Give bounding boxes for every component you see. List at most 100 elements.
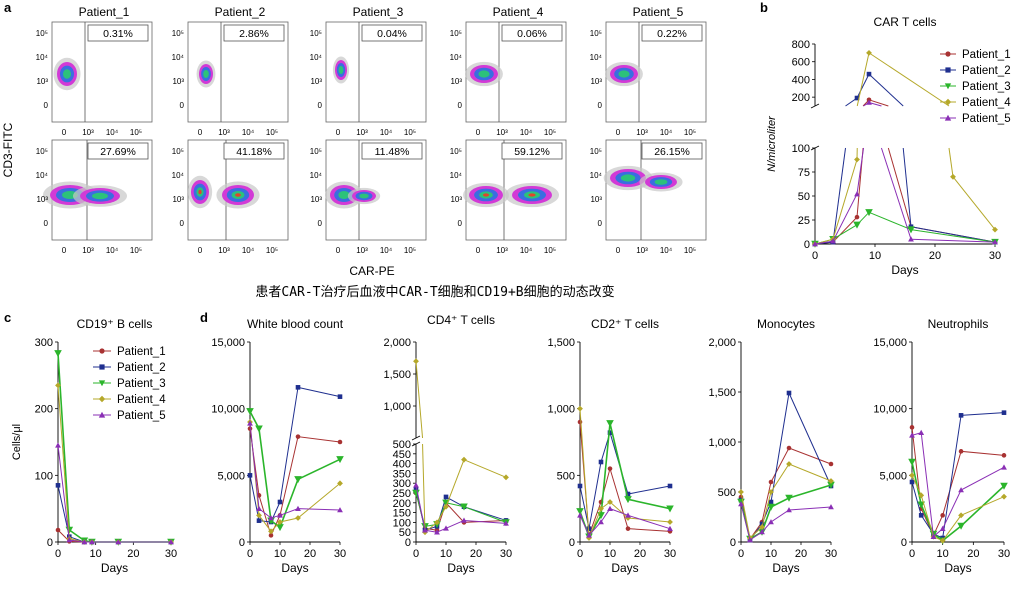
data-point bbox=[256, 518, 262, 523]
flow-density-core bbox=[359, 193, 369, 199]
y-tick-label: 400 bbox=[792, 74, 810, 86]
flow-x-tick-label: 10⁵ bbox=[544, 246, 556, 255]
data-point bbox=[866, 71, 872, 77]
x-tick-label: 0 bbox=[738, 548, 744, 560]
flow-x-tick-label: 0 bbox=[476, 128, 481, 137]
data-point bbox=[55, 382, 61, 389]
series-segment bbox=[868, 211, 912, 231]
data-point bbox=[667, 483, 673, 489]
y-tick-label: 350 bbox=[393, 468, 411, 480]
flow-x-tick-label: 10⁵ bbox=[544, 128, 556, 137]
data-point bbox=[577, 405, 583, 412]
flow-y-tick-label: 10⁵ bbox=[590, 29, 602, 38]
figure-caption: 患者CAR-T治疗后血液中CAR-T细胞和CD19+B细胞的动态改变 bbox=[255, 284, 614, 300]
data-point bbox=[434, 529, 440, 535]
data-point bbox=[624, 496, 632, 504]
flow-y-tick-label: 10⁴ bbox=[590, 53, 603, 62]
y-tick-label: 0 bbox=[804, 239, 810, 251]
data-point bbox=[413, 482, 419, 488]
data-point bbox=[607, 505, 613, 511]
series-patient_5 bbox=[909, 429, 1007, 539]
flow-plot: 41.18% 10⁵ 10⁴ 10³ 0 0 10³ 10⁴ 10⁵ bbox=[172, 139, 289, 255]
series-segment bbox=[868, 52, 950, 107]
series-patient_5 bbox=[55, 442, 174, 545]
data-point bbox=[503, 474, 509, 481]
data-point bbox=[1001, 453, 1007, 458]
data-point bbox=[577, 419, 583, 425]
x-tick-label: 30 bbox=[334, 548, 346, 560]
flow-x-tick-label: 0 bbox=[336, 128, 341, 137]
flow-gate-percentage: 59.12% bbox=[514, 146, 550, 158]
y-tick-label: 25 bbox=[798, 215, 810, 227]
flow-patient-title: Patient_4 bbox=[493, 5, 544, 19]
y-tick-label: 400 bbox=[393, 459, 411, 471]
flow-y-tick-label: 10⁵ bbox=[450, 147, 462, 156]
x-tick-label: 10 bbox=[440, 548, 452, 560]
flow-y-tick-label: 0 bbox=[458, 101, 463, 110]
y-tick-label: 300 bbox=[393, 478, 411, 490]
y-tick-label: 500 bbox=[718, 487, 736, 499]
series-line bbox=[579, 408, 671, 539]
data-point bbox=[768, 519, 774, 525]
data-point bbox=[295, 434, 301, 439]
y-tick-label: 1,000 bbox=[547, 404, 575, 416]
flow-x-tick-label: 10³ bbox=[496, 128, 508, 137]
y-tick-label: 1,500 bbox=[547, 337, 575, 349]
chart-title: CD4⁺ T cells bbox=[427, 313, 495, 327]
series-segment bbox=[436, 506, 447, 523]
legend-label: Patient_2 bbox=[117, 362, 166, 374]
x-tick-label: 20 bbox=[795, 548, 807, 560]
data-point bbox=[854, 214, 860, 220]
neutrophils-chart: Neutrophils 0 5,000 10,000 15,000 0 10 20 30 Days bbox=[873, 317, 1010, 575]
data-point bbox=[65, 526, 74, 534]
data-point bbox=[277, 499, 283, 505]
flow-patient-title: Patient_1 bbox=[79, 5, 130, 19]
data-point bbox=[950, 173, 956, 180]
flow-x-tick-label: 0 bbox=[336, 246, 341, 255]
flow-density-core bbox=[620, 174, 636, 182]
data-point bbox=[443, 525, 449, 531]
chart-title: White blood count bbox=[247, 317, 344, 331]
data-point bbox=[909, 432, 915, 438]
series-segment bbox=[868, 99, 889, 107]
series-patient_5 bbox=[247, 420, 343, 521]
flow-gate-box bbox=[641, 142, 703, 160]
x-tick-label: 0 bbox=[55, 548, 61, 560]
data-point bbox=[337, 394, 343, 399]
flow-gate-box bbox=[501, 142, 563, 160]
x-axis-label: Days bbox=[611, 561, 638, 575]
x-tick-label: 20 bbox=[470, 548, 482, 560]
data-point bbox=[738, 489, 744, 495]
y-tick-label: 600 bbox=[792, 57, 810, 69]
x-axis-label: Days bbox=[891, 263, 918, 277]
y-tick-label: 300 bbox=[35, 337, 53, 349]
legend-marker bbox=[98, 411, 106, 418]
data-point bbox=[768, 499, 774, 505]
legend-marker bbox=[98, 395, 106, 403]
series-patient_2 bbox=[909, 410, 1007, 541]
data-point bbox=[168, 539, 174, 545]
data-point bbox=[413, 486, 419, 492]
x-tick-label: 10 bbox=[937, 548, 949, 560]
legend-marker bbox=[99, 364, 105, 370]
legend-label: Patient_3 bbox=[117, 378, 166, 390]
data-point bbox=[759, 529, 765, 535]
legend-marker bbox=[944, 114, 952, 121]
flow-x-tick-label: 10⁴ bbox=[660, 246, 673, 255]
y-tick-label: 450 bbox=[393, 449, 411, 461]
data-point bbox=[256, 505, 262, 511]
x-tick-label: 20 bbox=[967, 548, 979, 560]
series-segment bbox=[948, 147, 954, 177]
flow-patient-title: Patient_5 bbox=[633, 5, 684, 19]
data-point bbox=[812, 241, 818, 247]
data-point bbox=[854, 156, 860, 163]
data-point bbox=[918, 492, 925, 499]
flow-x-tick-label: 10⁵ bbox=[266, 246, 278, 255]
flow-y-tick-label: 10⁴ bbox=[310, 171, 323, 180]
data-point bbox=[337, 439, 343, 445]
x-tick-label: 30 bbox=[825, 548, 837, 560]
x-tick-label: 10 bbox=[765, 548, 777, 560]
data-point bbox=[606, 420, 614, 428]
chart-title: CD2⁺ T cells bbox=[591, 317, 659, 331]
